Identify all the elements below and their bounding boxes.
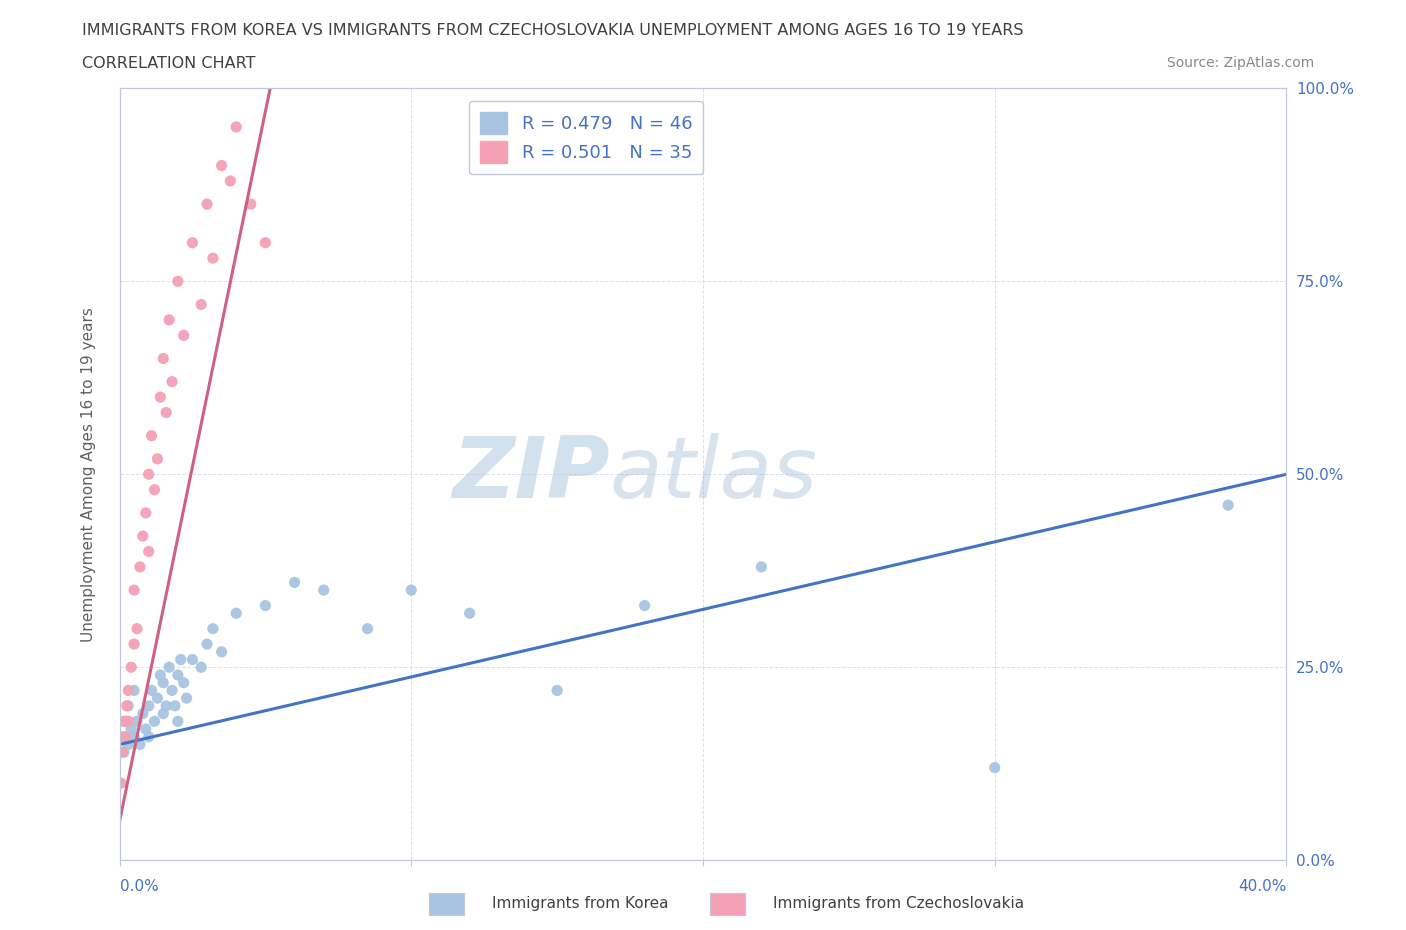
Point — [141, 428, 163, 444]
Point — [152, 352, 174, 366]
Point — [114, 729, 136, 744]
Point — [143, 483, 166, 498]
Text: 0.0%: 0.0% — [120, 879, 159, 894]
Point — [160, 374, 183, 389]
Y-axis label: Unemployment Among Ages 16 to 19 years: Unemployment Among Ages 16 to 19 years — [82, 307, 96, 642]
Point — [141, 683, 163, 698]
Point — [117, 683, 139, 698]
Point — [117, 737, 139, 751]
Point — [112, 745, 135, 760]
Point — [201, 621, 224, 636]
Point — [111, 729, 134, 744]
Point — [129, 737, 152, 751]
Point — [120, 660, 142, 675]
Point — [211, 644, 233, 659]
Point — [129, 560, 152, 575]
Point — [138, 729, 160, 744]
Point — [984, 760, 1007, 775]
Text: Immigrants from Czechoslovakia: Immigrants from Czechoslovakia — [773, 897, 1025, 911]
Point — [195, 637, 218, 652]
Point — [401, 582, 423, 598]
Point — [163, 698, 186, 713]
Point — [122, 637, 145, 652]
Point — [166, 668, 188, 683]
Point — [143, 714, 166, 729]
Point — [190, 660, 212, 675]
Point — [254, 598, 277, 613]
Point — [284, 575, 307, 590]
Point — [225, 120, 247, 135]
Point — [122, 729, 145, 744]
Point — [181, 235, 204, 250]
Point — [122, 582, 145, 598]
Point — [138, 544, 160, 559]
Point — [110, 776, 132, 790]
Point — [152, 706, 174, 721]
Point — [219, 174, 242, 189]
Point — [152, 675, 174, 690]
Point — [312, 582, 335, 598]
Point — [138, 467, 160, 482]
Point — [155, 405, 177, 420]
Point — [135, 722, 157, 737]
Text: Source: ZipAtlas.com: Source: ZipAtlas.com — [1167, 56, 1315, 70]
Point — [181, 652, 204, 667]
Point — [155, 698, 177, 713]
Point — [157, 660, 180, 675]
Point — [115, 698, 138, 713]
Point — [546, 683, 568, 698]
Text: atlas: atlas — [610, 432, 818, 516]
Point — [170, 652, 193, 667]
Point — [160, 683, 183, 698]
Point — [135, 506, 157, 521]
Point — [173, 328, 195, 343]
Text: CORRELATION CHART: CORRELATION CHART — [82, 56, 254, 71]
Point — [751, 560, 773, 575]
Point — [201, 251, 224, 266]
Point — [195, 197, 218, 212]
Point — [132, 528, 155, 543]
Point — [112, 714, 135, 729]
Point — [122, 683, 145, 698]
Point — [132, 706, 155, 721]
Point — [138, 698, 160, 713]
Point — [458, 605, 481, 620]
Point — [1218, 498, 1240, 512]
Point — [111, 745, 134, 760]
Point — [125, 621, 148, 636]
Point — [166, 714, 188, 729]
Text: Immigrants from Korea: Immigrants from Korea — [492, 897, 669, 911]
Legend: R = 0.479   N = 46, R = 0.501   N = 35: R = 0.479 N = 46, R = 0.501 N = 35 — [470, 101, 703, 174]
Point — [125, 714, 148, 729]
Point — [114, 714, 136, 729]
Text: IMMIGRANTS FROM KOREA VS IMMIGRANTS FROM CZECHOSLOVAKIA UNEMPLOYMENT AMONG AGES : IMMIGRANTS FROM KOREA VS IMMIGRANTS FROM… — [82, 23, 1024, 38]
Point — [173, 675, 195, 690]
Point — [176, 691, 198, 706]
Point — [120, 722, 142, 737]
Point — [146, 691, 169, 706]
Point — [634, 598, 657, 613]
Point — [146, 451, 169, 466]
Point — [149, 668, 172, 683]
Point — [117, 698, 139, 713]
Point — [157, 312, 180, 327]
Text: ZIP: ZIP — [451, 432, 610, 516]
Text: 40.0%: 40.0% — [1239, 879, 1286, 894]
Point — [117, 714, 139, 729]
Point — [211, 158, 233, 173]
Point — [149, 390, 172, 405]
Point — [239, 197, 262, 212]
Point — [225, 605, 247, 620]
Point — [254, 235, 277, 250]
Point — [356, 621, 378, 636]
Point — [190, 297, 212, 312]
Point — [166, 274, 188, 289]
